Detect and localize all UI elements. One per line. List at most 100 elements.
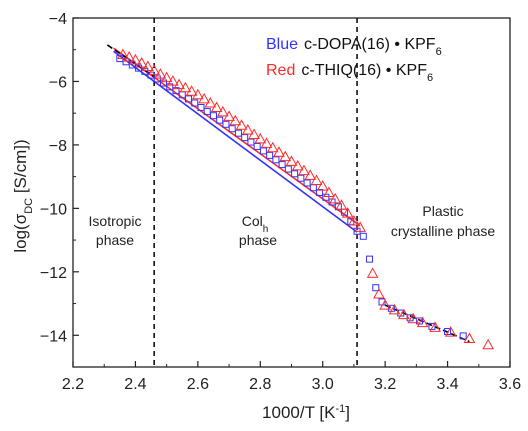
data-point-square xyxy=(406,314,414,322)
data-point-square xyxy=(253,142,261,150)
data-point-triangle xyxy=(266,141,279,153)
data-point-square xyxy=(366,255,374,263)
legend-prefix-red: Red xyxy=(266,62,295,79)
data-point-square xyxy=(216,116,224,124)
data-point-square xyxy=(428,322,436,330)
data-point-triangle xyxy=(323,186,335,197)
data-point-triangle xyxy=(235,119,248,130)
data-point-triangle xyxy=(304,169,317,180)
data-point-square xyxy=(291,170,299,178)
data-point-triangle xyxy=(117,48,129,59)
data-point-triangle xyxy=(148,64,161,75)
legend-series-red: c-THIQ(16) • KPF xyxy=(301,62,427,79)
x-axis-title-end: ] xyxy=(345,403,350,422)
data-point-square xyxy=(359,232,367,240)
legend-entry-red: Red c-THIQ(16) • KPF6 xyxy=(266,62,433,84)
x-axis-title-sup: -1 xyxy=(335,403,345,415)
x-tick-label: 2.6 xyxy=(187,376,209,393)
data-point-triangle xyxy=(160,71,173,83)
y-tick-label: −12 xyxy=(40,265,67,282)
data-point-triangle xyxy=(463,332,476,343)
data-point-triangle xyxy=(398,308,410,320)
data-point-triangle xyxy=(379,299,391,310)
data-point-triangle xyxy=(444,326,457,337)
data-point-square xyxy=(234,129,242,137)
legend-prefix-blue: Blue xyxy=(266,36,298,53)
data-point-triangle xyxy=(316,180,329,191)
y-axis-title-main: log(σ xyxy=(11,213,30,252)
data-point-triangle xyxy=(142,60,154,72)
x-tick-label: 3.4 xyxy=(436,376,458,393)
legend-series-red-sub: 6 xyxy=(427,72,433,84)
data-point-triangle xyxy=(373,287,385,299)
x-tick-label: 3.6 xyxy=(499,376,521,393)
data-point-triangle xyxy=(279,150,292,162)
data-point-triangle xyxy=(273,146,285,157)
x-tick-label: 2.4 xyxy=(124,376,146,393)
data-point-triangle xyxy=(123,50,136,62)
x-tick-label: 3.2 xyxy=(374,376,396,393)
data-point-square xyxy=(297,174,305,182)
data-point-square xyxy=(209,112,217,120)
data-point-square xyxy=(303,179,311,187)
data-point-square xyxy=(197,103,205,111)
data-point-triangle xyxy=(248,128,260,139)
data-point-triangle xyxy=(310,174,323,185)
region-label-colh: Colh xyxy=(242,213,269,235)
data-point-triangle xyxy=(329,192,342,204)
axis-ticks: 2.2 2.4 2.6 2.8 3.0 3.2 3.4 3.6 −14 −12 −10 −8 −6 −4 xyxy=(40,11,521,393)
data-point-triangle xyxy=(341,207,354,218)
data-markers xyxy=(116,48,494,350)
data-point-triangle xyxy=(216,105,229,117)
y-tick-label: −10 xyxy=(40,201,67,218)
data-point-square xyxy=(160,79,168,87)
data-point-square xyxy=(334,203,342,211)
data-point-triangle xyxy=(204,96,217,108)
data-point-triangle xyxy=(254,132,267,144)
data-point-square xyxy=(372,284,380,292)
data-point-square xyxy=(166,83,174,91)
region-label-plastic-1: Plastic xyxy=(422,203,463,219)
data-point-square xyxy=(266,151,274,159)
data-point-square xyxy=(184,95,192,103)
data-point-triangle xyxy=(185,85,198,96)
data-point-triangle xyxy=(298,164,310,176)
data-point-triangle xyxy=(366,267,379,278)
data-point-triangle xyxy=(416,316,429,328)
data-point-square xyxy=(228,125,236,133)
y-axis-title-end: [S/cm]) xyxy=(11,139,30,198)
data-point-triangle xyxy=(223,110,235,121)
data-point-triangle xyxy=(198,92,210,104)
data-point-triangle xyxy=(129,53,142,65)
data-point-triangle xyxy=(348,215,360,226)
x-tick-label: 2.8 xyxy=(249,376,271,393)
y-tick-label: −14 xyxy=(40,328,67,345)
data-point-square xyxy=(322,193,330,201)
x-tick-label: 3.0 xyxy=(312,376,334,393)
data-point-triangle xyxy=(154,68,167,79)
region-label-isotropic-1: Isotropic xyxy=(89,213,142,229)
data-point-square xyxy=(141,67,149,75)
region-label-isotropic-2: phase xyxy=(96,232,134,248)
data-point-triangle xyxy=(260,137,273,148)
data-point-square xyxy=(153,75,161,83)
y-tick-label: −4 xyxy=(49,11,67,28)
data-point-square xyxy=(191,99,199,107)
legend-series-blue: c-DOPA(16) • KPF xyxy=(304,36,436,53)
data-point-triangle xyxy=(285,155,298,166)
data-point-square xyxy=(278,161,286,169)
fit-lines xyxy=(106,44,470,343)
data-point-triangle xyxy=(179,81,192,93)
region-label-colh-sub: h xyxy=(263,224,269,235)
data-point-triangle xyxy=(173,78,185,90)
data-point-square xyxy=(247,138,255,146)
data-point-square xyxy=(284,165,292,173)
data-point-square xyxy=(203,108,211,116)
x-tick-label: 2.2 xyxy=(62,376,84,393)
data-point-square xyxy=(147,71,155,79)
y-axis-title: log(σDC [S/cm]) xyxy=(11,139,35,252)
data-point-square xyxy=(259,147,267,155)
data-point-triangle xyxy=(167,75,179,86)
data-point-triangle xyxy=(429,321,441,332)
